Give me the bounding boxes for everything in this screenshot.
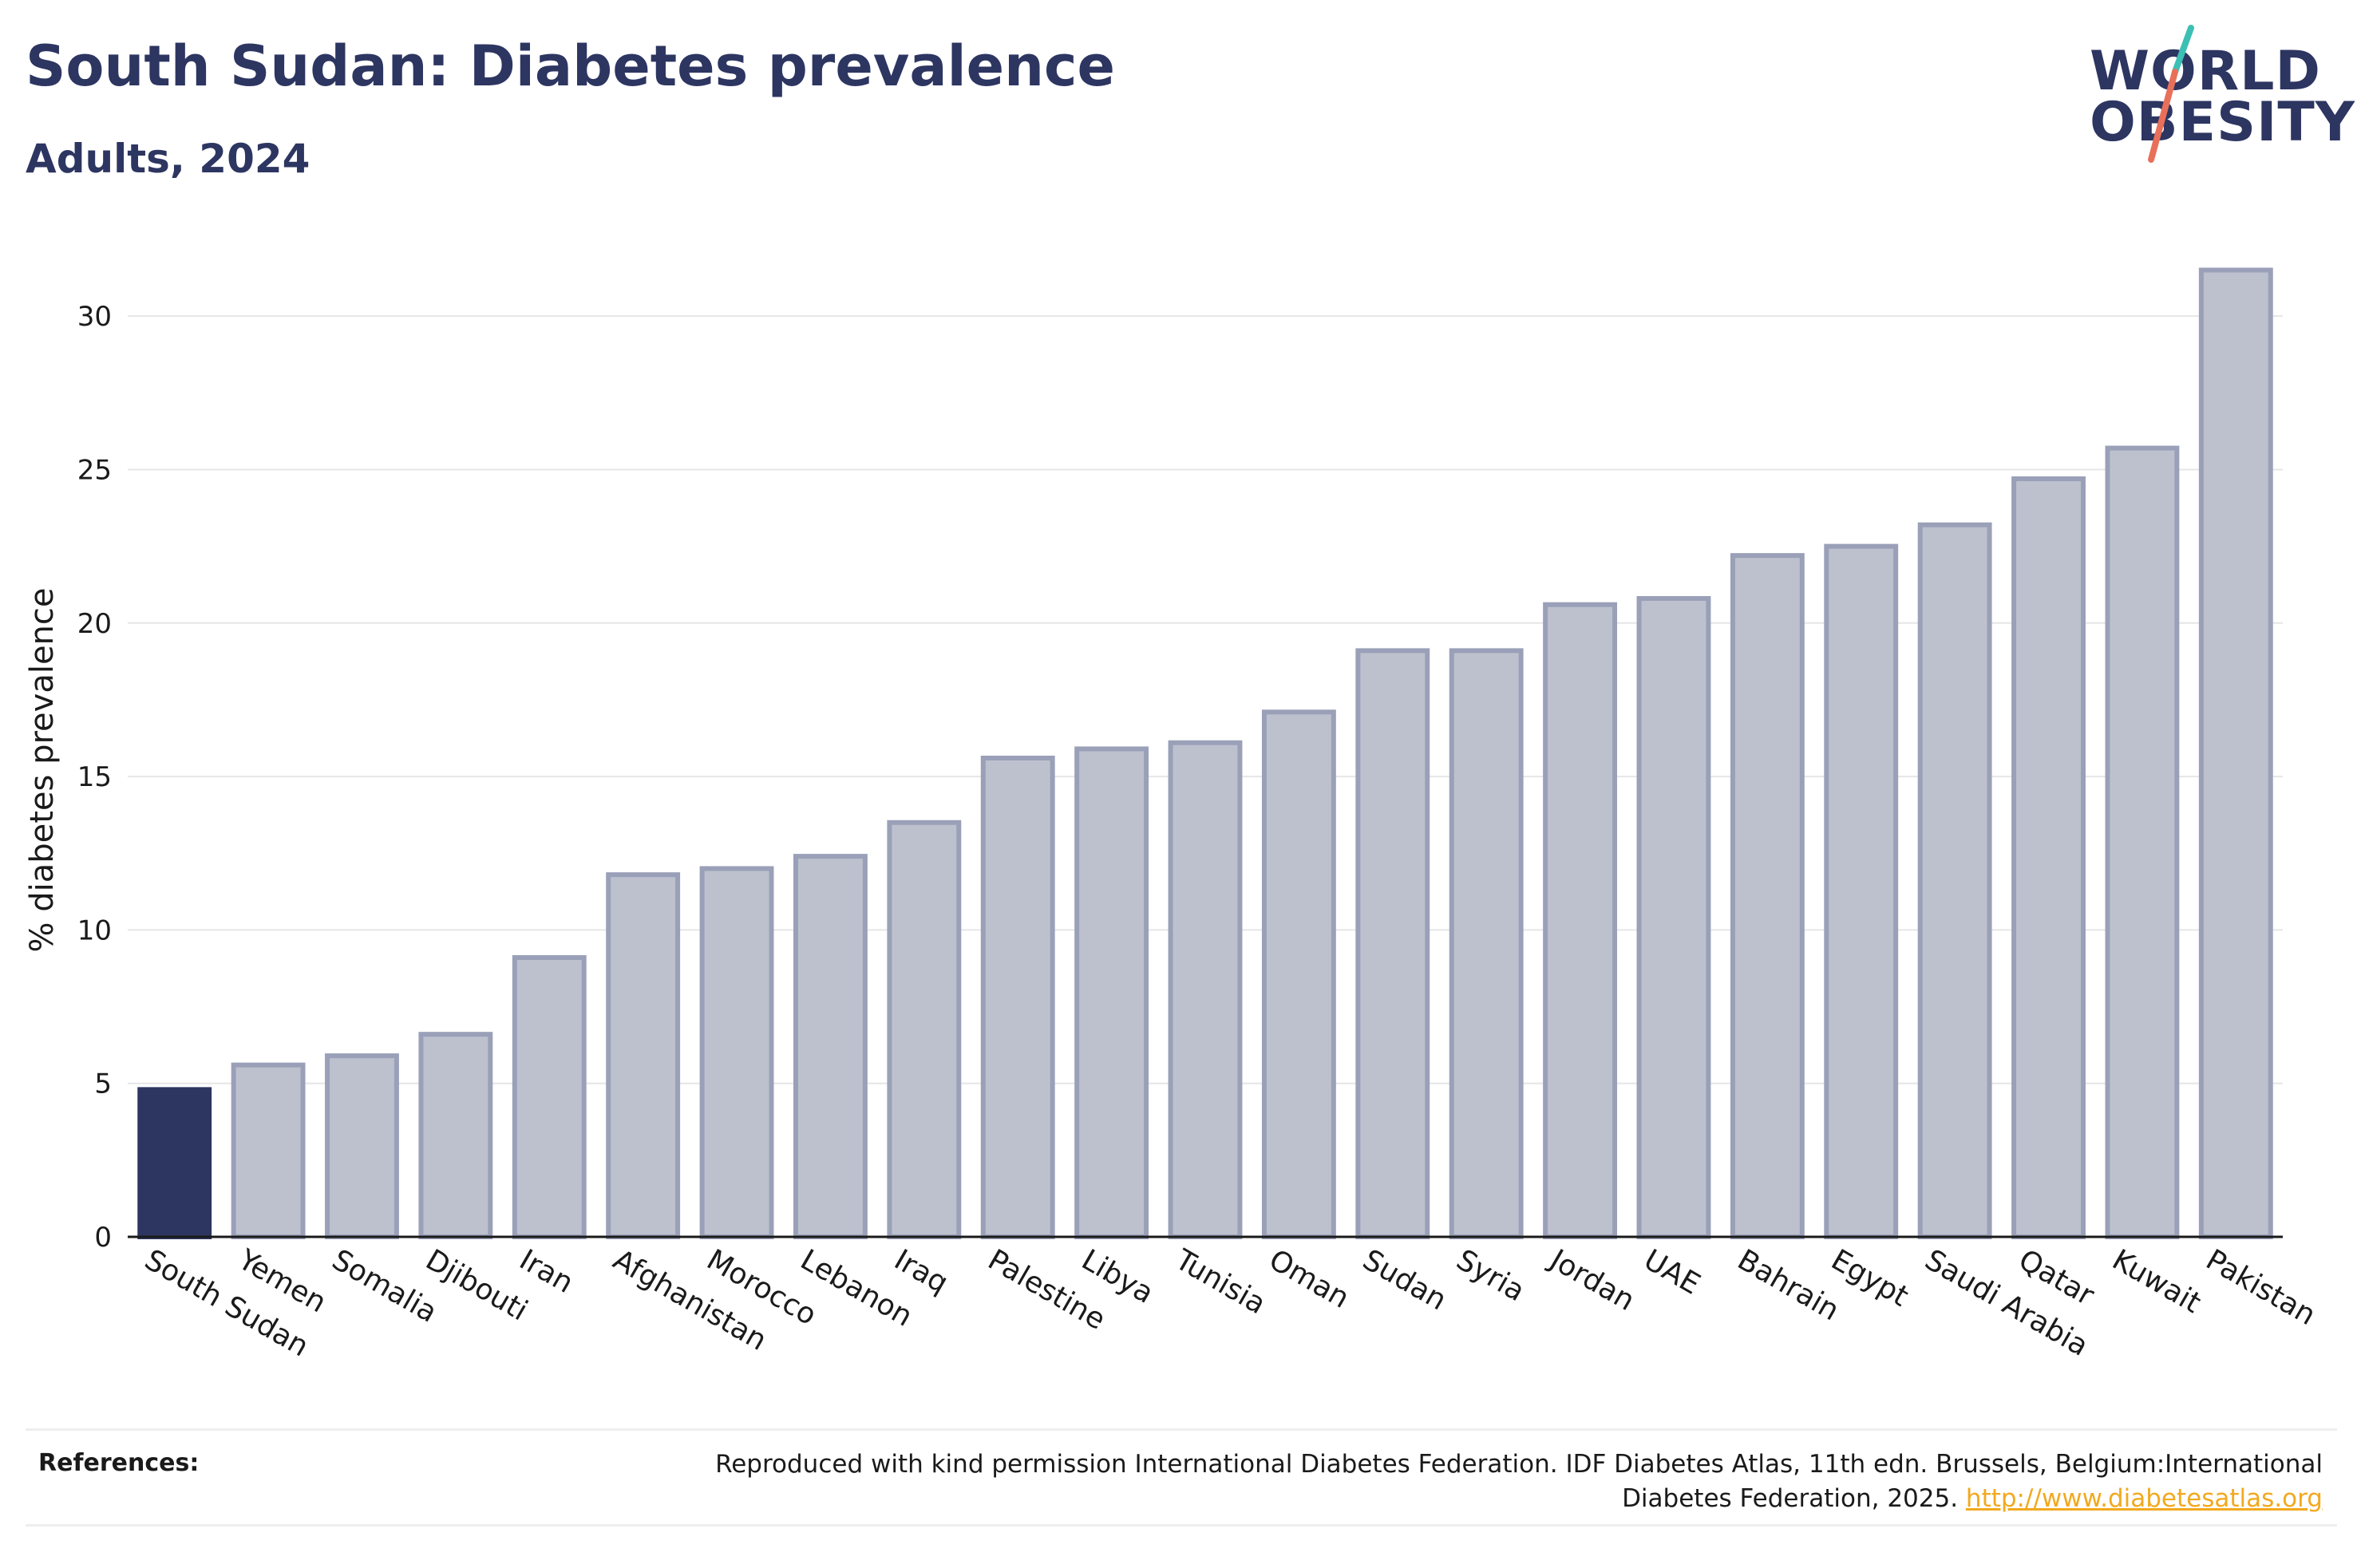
world-obesity-logo: WORLD OBESITY	[2075, 24, 2355, 168]
x-tick-label: Sudan	[1357, 1243, 1452, 1317]
y-tick-label: 25	[77, 454, 112, 486]
x-tick-label: Djibouti	[420, 1243, 532, 1327]
bar-lebanon	[793, 854, 868, 1239]
references-label: References:	[38, 1449, 200, 1477]
bar-chart: 0 5 10 15 20 25 30 South SudanYemenSomaliaDjib…	[24, 267, 2321, 1364]
bar-iraq	[887, 820, 962, 1239]
x-tick-label: Iran	[514, 1243, 579, 1300]
x-tick-label: Oman	[1264, 1243, 1355, 1315]
bar-yemen	[231, 1062, 306, 1239]
bar-libya	[1074, 746, 1149, 1239]
x-tick-label: Pakistan	[2201, 1243, 2321, 1332]
logo-slash-icon	[2148, 25, 2194, 163]
bar-sudan	[1355, 648, 1430, 1239]
bar-tunisia	[1168, 740, 1243, 1239]
references-divider-top	[26, 1428, 2337, 1431]
bar-kuwait	[2105, 445, 2180, 1239]
x-tick-label: Iraq	[888, 1243, 953, 1300]
y-tick-label: 20	[77, 608, 112, 640]
bar-pakistan	[2198, 267, 2273, 1239]
y-axis-ticks: 0 5 10 15 20 25 30	[77, 301, 112, 1254]
y-tick-label: 5	[94, 1068, 112, 1100]
bar-jordan	[1543, 602, 1618, 1239]
bar-somalia	[325, 1053, 399, 1239]
bar-saudi-arabia	[1917, 522, 1992, 1239]
chart-title: South Sudan: Diabetes prevalence	[26, 34, 1115, 99]
x-tick-label: Somalia	[326, 1243, 442, 1329]
y-tick-label: 10	[77, 914, 112, 946]
x-tick-label: Bahrain	[1732, 1243, 1845, 1327]
references-text: Reproduced with kind permission Internat…	[686, 1448, 2323, 1516]
logo-line-2: OBESITY	[2090, 91, 2355, 154]
bar-morocco	[699, 866, 774, 1239]
x-tick-label: UAE	[1638, 1243, 1705, 1301]
bar-djibouti	[418, 1032, 493, 1240]
bar-iran	[512, 955, 587, 1239]
references-body: Reproduced with kind permission Internat…	[715, 1450, 2323, 1513]
references-divider-bottom	[26, 1524, 2337, 1527]
x-tick-label: Syria	[1451, 1243, 1530, 1308]
bar-oman	[1261, 709, 1336, 1239]
bar-egypt	[1824, 543, 1899, 1240]
y-tick-label: 15	[77, 761, 112, 793]
chart-subtitle: Adults, 2024	[26, 136, 310, 182]
bar-qatar	[2011, 476, 2086, 1239]
y-tick-label: 0	[94, 1222, 112, 1254]
bar-uae	[1636, 596, 1711, 1239]
bar-south-sudan	[137, 1087, 212, 1240]
bar-syria	[1449, 648, 1524, 1239]
x-tick-label: Kuwait	[2106, 1243, 2206, 1320]
y-tick-label: 30	[77, 301, 112, 333]
y-axis-label: % diabetes prevalence	[24, 587, 61, 952]
bar-bahrain	[1730, 553, 1805, 1239]
bar-palestine	[980, 756, 1055, 1239]
logo-line-1: WORLD	[2090, 40, 2321, 103]
x-tick-label: Jordan	[1543, 1242, 1639, 1317]
references-link[interactable]: http://www.diabetesatlas.org	[1965, 1484, 2323, 1513]
x-tick-label: Tunisia	[1169, 1243, 1271, 1321]
bars	[137, 267, 2273, 1240]
bar-afghanistan	[606, 872, 681, 1240]
